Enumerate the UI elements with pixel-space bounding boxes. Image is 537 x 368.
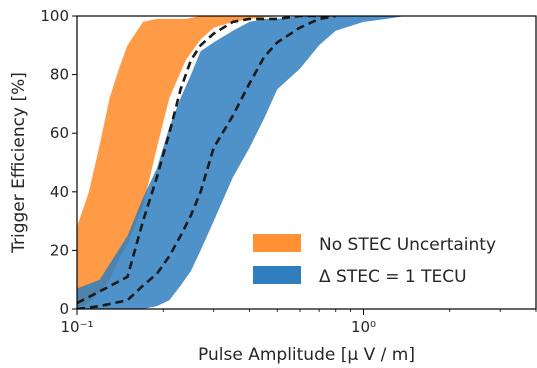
efficiency-band-2	[77, 16, 406, 309]
x-axis-label: Pulse Amplitude [μ V / m]	[198, 345, 415, 365]
plot-series	[77, 16, 406, 309]
legend-label: No STEC Uncertainty	[319, 235, 496, 255]
y-axis-label: Trigger Efficiency [%]	[9, 72, 29, 254]
legend: No STEC Uncertainty Δ STEC = 1 TECU	[253, 234, 496, 287]
legend-label: Δ STEC = 1 TECU	[319, 267, 467, 287]
legend-swatch	[253, 234, 301, 252]
dashed-median-line-2	[77, 16, 336, 309]
x-tick-label: 10⁻¹	[60, 318, 93, 336]
plot-area	[77, 16, 406, 309]
x-tick-label: 10⁰	[351, 318, 376, 336]
y-tick-label: 80	[50, 66, 69, 84]
y-tick-label: 20	[50, 241, 69, 259]
y-tick-label: 0	[59, 300, 69, 318]
legend-swatch	[253, 266, 301, 284]
y-tick-label: 40	[50, 183, 69, 201]
y-tick-label: 60	[50, 124, 69, 142]
y-tick-label: 100	[40, 7, 69, 25]
axes-frame	[76, 15, 537, 310]
efficiency-band-1	[77, 16, 364, 309]
axis-ticks: 0 20 40 60 80 100 10⁻¹ 10⁰	[40, 7, 537, 336]
